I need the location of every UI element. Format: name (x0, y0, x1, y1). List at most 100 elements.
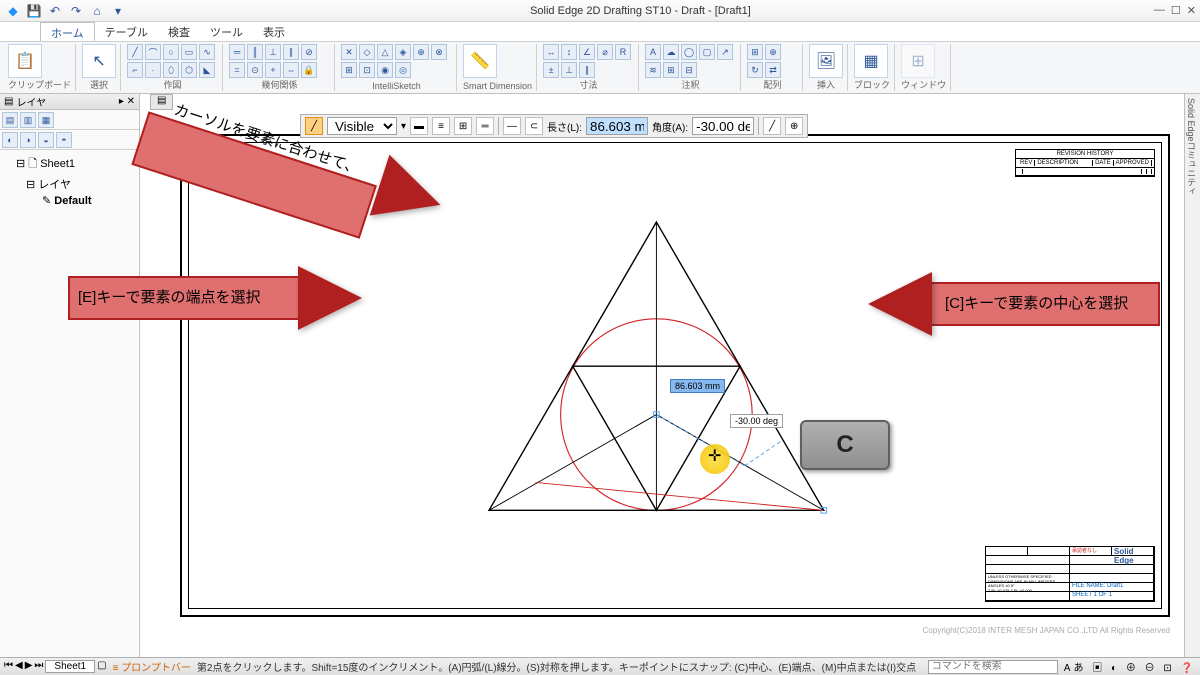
layer-btn-2[interactable]: ▥ (20, 112, 36, 128)
panel-pin-icon[interactable]: ▸ ✕ (119, 96, 135, 107)
dim-5[interactable]: R (615, 44, 631, 60)
sheet-add-icon[interactable]: ▢ (97, 660, 106, 673)
sheet-nav-prev[interactable]: ◀ (15, 660, 23, 673)
ctx-ico-1[interactable]: ≡ (432, 117, 450, 135)
chamfer-icon[interactable]: ◣ (199, 62, 215, 78)
dim-6[interactable]: ± (543, 62, 559, 78)
arr-4[interactable]: ⇄ (765, 62, 781, 78)
rel-vert-icon[interactable]: ║ (247, 44, 263, 60)
curve-icon[interactable]: ∿ (199, 44, 215, 60)
is-1[interactable]: ✕ (341, 44, 357, 60)
rect-icon[interactable]: ▭ (181, 44, 197, 60)
polygon-icon[interactable]: ⬡ (181, 62, 197, 78)
tab-inspect[interactable]: 検査 (158, 22, 200, 41)
line-tool-icon[interactable]: ╱ (305, 117, 323, 135)
paste-icon[interactable]: 📋 (8, 44, 42, 78)
rel-horiz-icon[interactable]: ═ (229, 44, 245, 60)
dim-3[interactable]: ∠ (579, 44, 595, 60)
line-icon[interactable]: ╱ (127, 44, 143, 60)
save-icon[interactable]: 💾 (25, 2, 43, 20)
ann-5[interactable]: ↗ (717, 44, 733, 60)
rel-tangent-icon[interactable]: ⊘ (301, 44, 317, 60)
angle-input[interactable] (692, 117, 754, 135)
minimize-button[interactable]: — (1154, 4, 1165, 17)
dim-8[interactable]: ∥ (579, 62, 595, 78)
arc-icon[interactable]: ⌒ (145, 44, 161, 60)
ann-3[interactable]: ◯ (681, 44, 697, 60)
ann-8[interactable]: ⊟ (681, 62, 697, 78)
tree-layers-node[interactable]: ⊟ レイヤ (4, 175, 135, 193)
tree-default-layer[interactable]: ✎ Default (4, 193, 135, 208)
sheet-nav-next[interactable]: ▶ (25, 660, 33, 673)
right-strip[interactable]: Solid Edgeコミュニティ (1184, 94, 1200, 657)
is-9[interactable]: ◉ (377, 62, 393, 78)
layer-btn-6[interactable]: ◒ (38, 132, 54, 148)
sheet-nav-last[interactable]: ⏭ (34, 660, 43, 673)
smartdim-icon[interactable]: 📏 (463, 44, 497, 78)
dim-4[interactable]: ⌀ (597, 44, 613, 60)
dim-2[interactable]: ↕ (561, 44, 577, 60)
linetype-select[interactable]: Visible (327, 117, 397, 135)
rel-parallel-icon[interactable]: ∥ (283, 44, 299, 60)
fillet-icon[interactable]: ⌐ (127, 62, 143, 78)
arr-2[interactable]: ⊕ (765, 44, 781, 60)
rel-sym-icon[interactable]: ⇔ (283, 62, 299, 78)
point-icon[interactable]: · (145, 62, 161, 78)
tree-sheet[interactable]: ⊟ 🗋 Sheet1 (4, 154, 135, 175)
is-2[interactable]: ◇ (359, 44, 375, 60)
ellipse-icon[interactable]: ⬯ (163, 62, 179, 78)
maximize-button[interactable]: ☐ (1171, 4, 1181, 17)
arr-1[interactable]: ⊞ (747, 44, 763, 60)
length-input[interactable] (586, 117, 648, 135)
is-10[interactable]: ◎ (395, 62, 411, 78)
sheet-nav-first[interactable]: ⏮ (4, 660, 13, 673)
qat-dropdown-icon[interactable]: ▾ (109, 2, 127, 20)
close-button[interactable]: ✕ (1187, 4, 1196, 17)
is-7[interactable]: ⊞ (341, 62, 357, 78)
rel-conc-icon[interactable]: ⊙ (247, 62, 263, 78)
rel-coinc-icon[interactable]: + (265, 62, 281, 78)
ctx-ico-4[interactable]: — (503, 117, 521, 135)
doc-tab[interactable]: ▤ (150, 94, 173, 110)
home-icon[interactable]: ⌂ (88, 2, 106, 20)
ann-2[interactable]: ☁ (663, 44, 679, 60)
app-menu-icon[interactable]: ◆ (4, 2, 22, 20)
ann-1[interactable]: A (645, 44, 661, 60)
color-icon[interactable]: ▬ (410, 117, 428, 135)
layer-btn-3[interactable]: ▦ (38, 112, 54, 128)
ctx-ico-5[interactable]: ⊂ (525, 117, 543, 135)
ctx-ico-6[interactable]: ╱ (763, 117, 781, 135)
layer-btn-5[interactable]: ◑ (20, 132, 36, 148)
ctx-ico-2[interactable]: ⊞ (454, 117, 472, 135)
tab-table[interactable]: テーブル (95, 22, 158, 41)
is-4[interactable]: ◈ (395, 44, 411, 60)
undo-icon[interactable]: ↶ (46, 2, 64, 20)
layer-btn-7[interactable]: ◓ (56, 132, 72, 148)
ann-7[interactable]: ⊞ (663, 62, 679, 78)
command-search[interactable] (928, 660, 1058, 674)
is-8[interactable]: ⊡ (359, 62, 375, 78)
is-3[interactable]: △ (377, 44, 393, 60)
arr-3[interactable]: ↻ (747, 62, 763, 78)
rel-lock-icon[interactable]: 🔒 (301, 62, 317, 78)
rel-equal-icon[interactable]: = (229, 62, 245, 78)
is-6[interactable]: ⊗ (431, 44, 447, 60)
tab-home[interactable]: ホーム (40, 22, 95, 41)
rel-perp-icon[interactable]: ⊥ (265, 44, 281, 60)
ctx-ico-7[interactable]: ⊕ (785, 117, 803, 135)
window-icon[interactable]: ⊞ (901, 44, 935, 78)
block-icon[interactable]: ▦ (854, 44, 888, 78)
insert-icon[interactable]: 🖼 (809, 44, 843, 78)
dim-7[interactable]: ⊥ (561, 62, 577, 78)
ctx-ico-3[interactable]: ═ (476, 117, 494, 135)
status-icons[interactable]: Aあ ▣ ◐ ⊕ ⊖ ⊡ ❓ (1064, 659, 1196, 674)
circle-icon[interactable]: ○ (163, 44, 179, 60)
layer-btn-1[interactable]: ▤ (2, 112, 18, 128)
redo-icon[interactable]: ↷ (67, 2, 85, 20)
is-5[interactable]: ⊕ (413, 44, 429, 60)
tab-tools[interactable]: ツール (200, 22, 253, 41)
dim-1[interactable]: ↔ (543, 44, 559, 60)
ann-4[interactable]: ▢ (699, 44, 715, 60)
ann-6[interactable]: ≋ (645, 62, 661, 78)
layer-btn-4[interactable]: ◐ (2, 132, 18, 148)
